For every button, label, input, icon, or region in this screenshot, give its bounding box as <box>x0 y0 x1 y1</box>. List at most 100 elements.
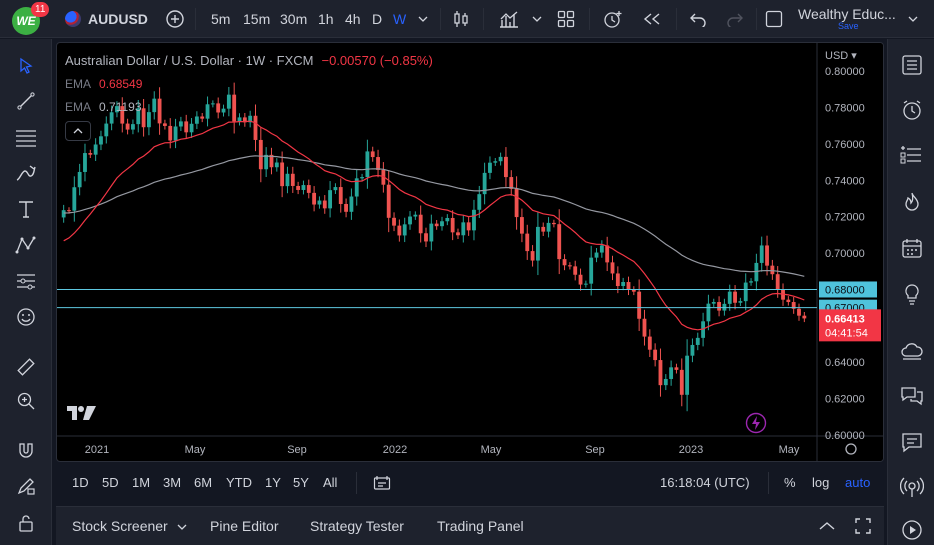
cursor-icon[interactable] <box>10 52 42 80</box>
ema-slow-legend[interactable]: EMA 0.71193 <box>65 100 142 114</box>
broadcast-icon[interactable] <box>896 472 928 502</box>
emoji-icon[interactable] <box>10 303 42 331</box>
candle-body <box>418 214 423 234</box>
candle-body <box>109 112 114 124</box>
fullscreen-toggle-icon[interactable] <box>763 9 785 29</box>
tab-pine-editor[interactable]: Pine Editor <box>210 518 279 534</box>
candle-body <box>77 171 82 188</box>
messages-icon[interactable] <box>896 427 928 457</box>
range-1m[interactable]: 1M <box>132 475 151 490</box>
auto-scale-toggle[interactable]: auto <box>845 475 871 490</box>
candle-body <box>743 282 748 302</box>
redo-icon[interactable] <box>724 8 746 30</box>
candle-body <box>370 151 375 158</box>
candle-body <box>690 344 695 356</box>
range-1y[interactable]: 1Y <box>265 475 281 490</box>
compare-add-icon[interactable] <box>164 9 186 29</box>
layout-save-status[interactable]: Save <box>838 21 859 31</box>
candle-body <box>131 124 135 130</box>
candle-body <box>514 188 519 218</box>
drawing-toolbar <box>0 39 52 545</box>
range-5d[interactable]: 5D <box>102 475 119 490</box>
candle-body <box>83 153 87 172</box>
symbol-flag-icon <box>65 11 81 27</box>
log-scale-toggle[interactable]: log <box>812 475 830 490</box>
chevron-down-icon[interactable] <box>176 521 188 533</box>
range-6m[interactable]: 6M <box>194 475 213 490</box>
date-range-icon[interactable] <box>372 474 392 492</box>
horizontal-lines-icon[interactable] <box>10 123 42 151</box>
chevron-down-icon[interactable] <box>530 11 544 27</box>
interval-4h[interactable]: 4h <box>345 11 361 27</box>
ideas-lightbulb-icon[interactable] <box>896 279 928 309</box>
candle-body <box>621 282 626 287</box>
range-1d[interactable]: 1D <box>72 475 89 490</box>
chevron-down-icon[interactable] <box>906 12 920 26</box>
legend-collapse-button[interactable] <box>65 121 91 141</box>
candle-body <box>200 116 205 119</box>
interval-5m[interactable]: 5m <box>211 11 231 27</box>
replay-rewind-icon[interactable] <box>640 8 664 30</box>
lightning-icon[interactable] <box>745 412 767 437</box>
maximize-icon[interactable] <box>852 516 874 536</box>
tab-strategy-tester[interactable]: Strategy Tester <box>310 518 404 534</box>
chart-pane[interactable]: 0.80000 0.78000 0.76000 0.74000 0.72000 0.700… <box>56 42 884 462</box>
range-3m[interactable]: 3M <box>163 475 182 490</box>
candle-body <box>674 367 679 370</box>
candle-body <box>290 173 295 186</box>
utc-clock[interactable]: 16:18:04 (UTC) <box>660 475 750 490</box>
chevron-down-icon[interactable] <box>416 11 430 27</box>
interval-30m[interactable]: 30m <box>280 11 308 27</box>
hotlist-fire-icon[interactable] <box>896 187 928 217</box>
percent-scale-toggle[interactable]: % <box>784 475 796 490</box>
candles-chart-type-icon[interactable] <box>450 8 472 30</box>
pencil-lock-icon[interactable] <box>10 472 42 500</box>
price-tick-label: 0.62000 <box>825 394 865 406</box>
interval-1d[interactable]: D <box>372 11 383 27</box>
measure-ruler-icon[interactable] <box>10 353 42 381</box>
alarm-clock-icon[interactable] <box>896 95 928 125</box>
ema-slow-line <box>63 155 805 277</box>
object-tree-icon[interactable] <box>896 140 928 170</box>
text-tool-icon[interactable] <box>10 195 42 223</box>
chats-cloud-icon[interactable] <box>896 335 928 365</box>
interval-1h[interactable]: 1h <box>318 11 334 27</box>
interval-15m[interactable]: 15m <box>243 11 271 27</box>
currency-label: USD ▾ <box>825 50 857 62</box>
candle-body <box>237 117 242 122</box>
tab-stock-screener[interactable]: Stock Screener <box>72 518 168 534</box>
candle-body <box>599 245 604 253</box>
separator <box>195 8 196 30</box>
ema-slow-value: 0.71193 <box>99 100 142 114</box>
range-5y[interactable]: 5Y <box>293 475 309 490</box>
lock-icon[interactable] <box>10 509 42 537</box>
zoom-in-icon[interactable] <box>10 387 42 415</box>
chevron-up-icon[interactable] <box>816 517 838 535</box>
axis-settings-icon[interactable] <box>845 443 857 455</box>
range-all[interactable]: All <box>323 475 338 490</box>
indicators-icon[interactable] <box>497 8 521 30</box>
help-play-icon[interactable] <box>896 515 928 545</box>
range-ytd[interactable]: YTD <box>226 475 252 490</box>
alert-clock-icon[interactable] <box>601 8 625 30</box>
magnet-icon[interactable] <box>10 437 42 465</box>
pattern-tool-icon[interactable] <box>10 231 42 259</box>
prediction-tool-icon[interactable] <box>10 267 42 295</box>
undo-icon[interactable] <box>687 8 709 30</box>
watchlist-icon[interactable] <box>896 50 928 80</box>
candle-body <box>583 283 588 285</box>
tab-trading-panel[interactable]: Trading Panel <box>437 518 524 534</box>
layout-name[interactable]: Wealthy Educ... <box>798 6 896 22</box>
ema-fast-legend[interactable]: EMA 0.68549 <box>65 77 142 91</box>
chat-bubbles-icon[interactable] <box>896 381 928 411</box>
price-chart[interactable]: 0.80000 0.78000 0.76000 0.74000 0.72000 0.700… <box>57 43 884 462</box>
symbol-search[interactable]: AUDUSD <box>88 11 148 27</box>
candle-body <box>717 302 721 311</box>
brush-icon[interactable] <box>10 159 42 187</box>
interval-1w[interactable]: W <box>393 11 407 27</box>
layout-grid-icon[interactable] <box>555 8 577 30</box>
candle-body <box>466 222 471 231</box>
candle-body <box>258 139 263 170</box>
trend-line-icon[interactable] <box>10 87 42 115</box>
calendar-icon[interactable] <box>896 233 928 263</box>
